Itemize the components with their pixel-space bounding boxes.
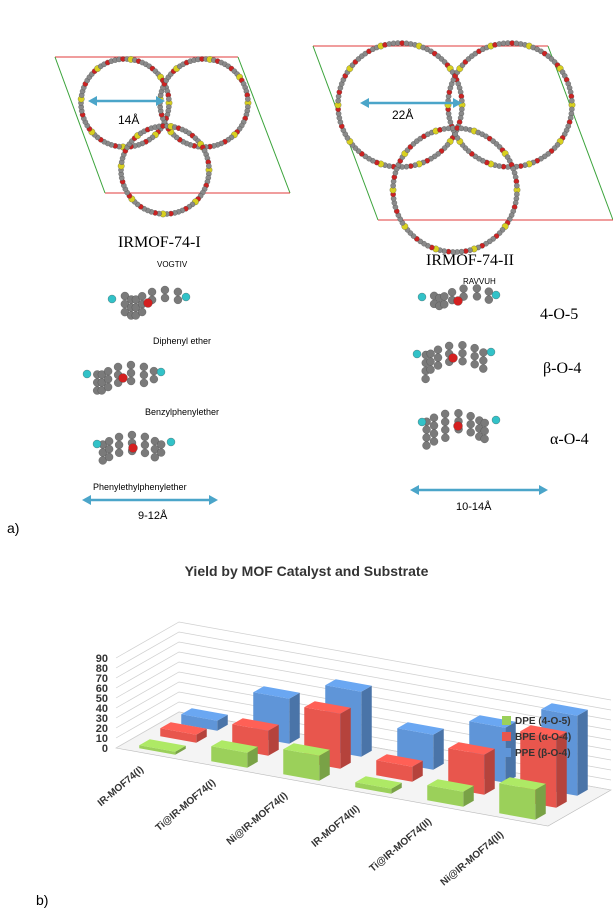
bar-0-0 [139,739,186,755]
mof-name-left: IRMOF-74-I [118,234,201,251]
pore-size-left: 14Å [118,113,140,127]
gridline [115,681,612,761]
y-tick-label: 60 [96,683,108,695]
legend-swatch [502,748,511,757]
legend-label: DPE (4-O-5) [515,716,571,727]
linkage-label-alpha-O-4: α-O-4 [550,431,589,448]
legend-swatch [502,732,511,741]
right-mof-lattice [312,40,613,255]
panel-label-a: a) [7,520,20,536]
range-label-right: 10-14Å [456,501,492,513]
x-tick-label: IR-MOF74(II) [310,803,362,849]
bar-1-0 [160,722,207,743]
linkage-label-beta-O-4: β-O-4 [543,360,582,377]
molecule-label-phenylethylphenylether: Phenylethylphenylether [93,482,187,492]
x-tick-label: Ni@IR-MOF74(I) [225,790,290,847]
y-tick-label: 90 [96,653,108,665]
bar-1-4 [448,742,495,795]
x-tick-label: IR-MOF74(I) [96,764,146,808]
y-tick-label: 40 [96,703,108,715]
y-tick-label: 80 [96,663,108,675]
mof-code-right: RAVVUH [463,277,496,286]
panel-label-b: b) [36,892,49,908]
range-arrow-right [410,485,548,495]
bar-0-3 [355,776,402,794]
y-tick-label: 20 [96,723,108,735]
gridline [115,621,612,701]
gridline [115,651,612,731]
gridline [115,671,612,751]
mof-name-right: IRMOF-74-II [426,252,514,269]
bar-0-5 [499,777,546,820]
mof-structures-figure [54,40,613,505]
chart-bars [139,679,588,820]
molecule-models [82,284,501,465]
legend-label: PPE (β-O-4) [515,748,571,759]
bar-0-2 [283,743,330,781]
y-tick-label: 30 [96,713,108,725]
y-tick-label: 50 [96,693,108,705]
molecule-label-benzylphenylether: Benzylphenylether [145,407,220,417]
pore-size-right: 22Å [392,108,414,122]
legend-swatch [502,716,511,725]
y-tick-label: 0 [102,743,108,755]
chart-title: Yield by MOF Catalyst and Substrate [184,563,429,579]
pore-arrow-left [88,96,165,106]
left-mof-lattice [54,56,291,218]
bar-0-4 [427,779,474,807]
y-tick-label: 70 [96,673,108,685]
range-label-left: 9-12Å [138,510,168,522]
range-arrow-left [82,495,218,505]
gridline [115,661,612,741]
y-tick-label: 10 [96,733,108,745]
bar-0-1 [211,740,258,768]
x-tick-label: Ti@IR-MOF74(II) [368,816,434,874]
gridline [115,631,612,711]
bar-1-3 [376,754,423,782]
x-tick-label: Ti@IR-MOF74(I) [154,777,218,833]
pore-arrow-right [360,98,462,108]
bar-2-0 [181,708,228,731]
molecule-label-diphenyl-ether: Diphenyl ether [153,336,212,346]
chart-gridlines [115,621,612,791]
x-tick-label: Ni@IR-MOF74(II) [439,829,506,888]
chart-legend: DPE (4-O-5) BPE (α-O-4) PPE (β-O-4) [502,716,571,759]
legend-label: BPE (α-O-4) [515,732,571,743]
linkage-label-4-O-5: 4-O-5 [540,306,579,323]
mof-code-left: VOGTIV [157,260,188,269]
gridline [115,641,612,721]
